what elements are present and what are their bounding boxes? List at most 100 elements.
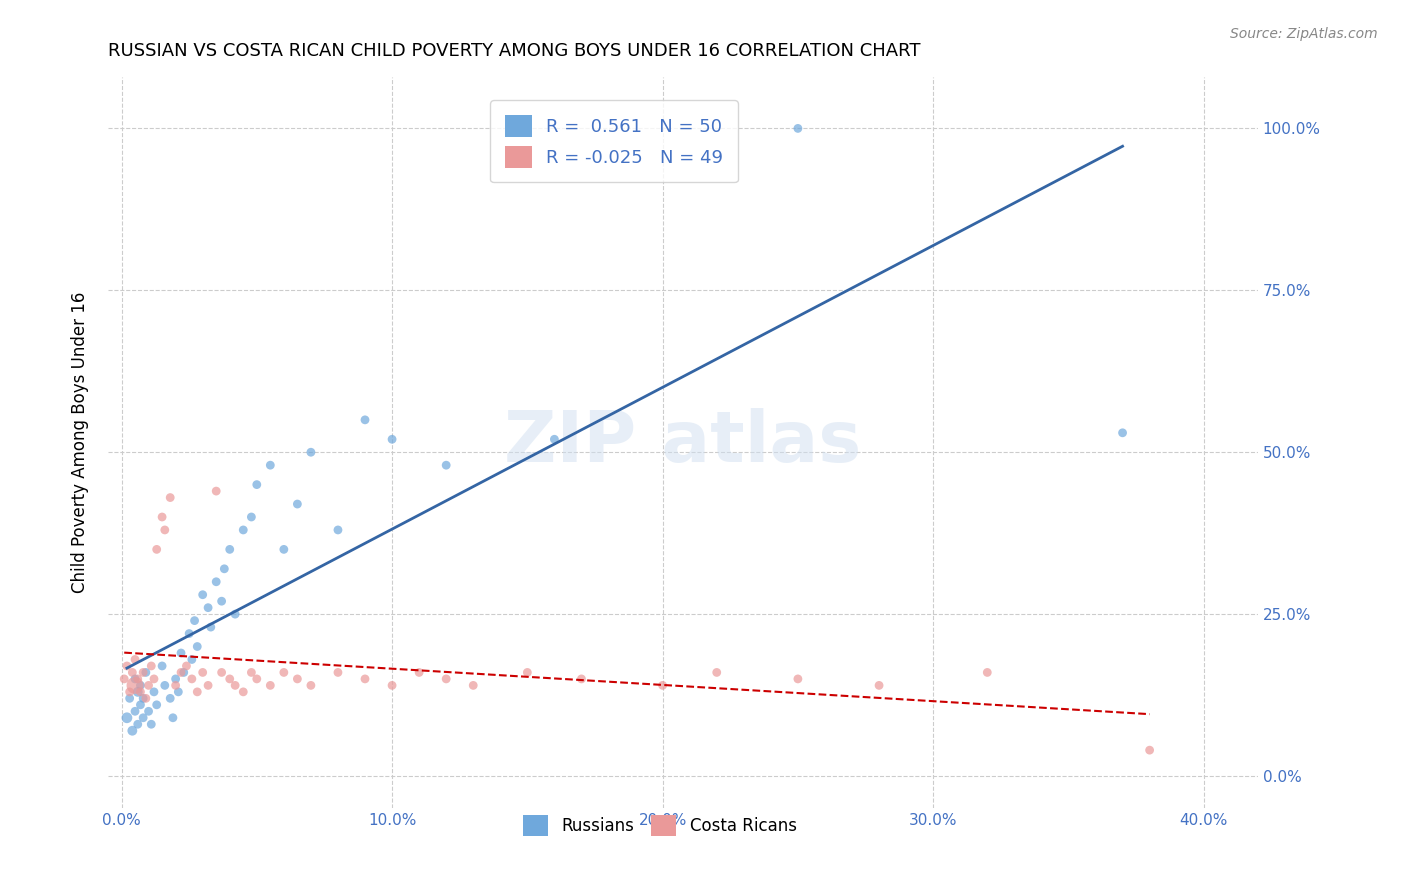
Point [408,665,430,680]
Y-axis label: Child Poverty Among Boys Under 16: Child Poverty Among Boys Under 16 [72,292,89,593]
Point [186,685,208,699]
Point [214,562,236,576]
Point [167,685,190,699]
Point [145,698,167,712]
Point [124,652,146,666]
Point [141,659,163,673]
Point [162,711,184,725]
Point [224,678,246,692]
Point [170,646,193,660]
Point [1111,425,1133,440]
Point [218,672,240,686]
Point [218,542,240,557]
Point [132,711,155,725]
Point [273,542,295,557]
Point [143,685,166,699]
Point [135,691,157,706]
Point [129,698,152,712]
Point [179,626,201,640]
Point [434,672,457,686]
Legend: Russians, Costa Ricans: Russians, Costa Ricans [515,807,804,844]
Point [287,672,309,686]
Point [165,672,187,686]
Point [118,691,141,706]
Point [191,588,214,602]
Point [354,413,377,427]
Point [246,477,269,491]
Point [153,678,176,692]
Point [543,432,565,446]
Point [121,723,143,738]
Point [129,685,152,699]
Point [240,665,263,680]
Point [127,717,149,731]
Point [118,685,141,699]
Point [127,685,149,699]
Point [706,665,728,680]
Point [165,678,187,692]
Point [124,678,146,692]
Point [786,672,808,686]
Point [112,672,135,686]
Point [132,665,155,680]
Point [143,672,166,686]
Point [326,665,349,680]
Point [259,678,281,692]
Point [183,614,205,628]
Point [180,672,202,686]
Point [273,665,295,680]
Point [200,620,222,634]
Point [224,607,246,622]
Point [153,523,176,537]
Point [516,665,538,680]
Point [211,594,233,608]
Point [141,717,163,731]
Point [571,672,593,686]
Point [170,665,193,680]
Point [976,665,998,680]
Point [205,484,228,499]
Point [326,523,349,537]
Point [259,458,281,473]
Point [138,678,160,692]
Point [173,665,195,680]
Point [205,574,228,589]
Point [138,704,160,718]
Point [299,445,322,459]
Point [145,542,167,557]
Point [115,659,138,673]
Point [135,665,157,680]
Text: RUSSIAN VS COSTA RICAN CHILD POVERTY AMONG BOYS UNDER 16 CORRELATION CHART: RUSSIAN VS COSTA RICAN CHILD POVERTY AMO… [108,42,921,60]
Point [434,458,457,473]
Point [299,678,322,692]
Point [159,691,181,706]
Point [354,672,377,686]
Point [197,600,219,615]
Point [246,672,269,686]
Text: Source: ZipAtlas.com: Source: ZipAtlas.com [1230,27,1378,41]
Point [150,510,173,524]
Point [124,704,146,718]
Point [121,665,143,680]
Point [651,678,673,692]
Point [786,121,808,136]
Point [240,510,263,524]
Point [191,665,214,680]
Point [463,678,485,692]
Point [232,523,254,537]
Point [127,672,149,686]
Point [232,685,254,699]
Point [180,652,202,666]
Point [868,678,890,692]
Point [381,678,404,692]
Point [381,432,404,446]
Point [159,491,181,505]
Point [150,659,173,673]
Point [176,659,198,673]
Point [132,691,155,706]
Point [129,678,152,692]
Point [124,672,146,686]
Text: ZIP atlas: ZIP atlas [505,408,862,477]
Point [211,665,233,680]
Point [1139,743,1161,757]
